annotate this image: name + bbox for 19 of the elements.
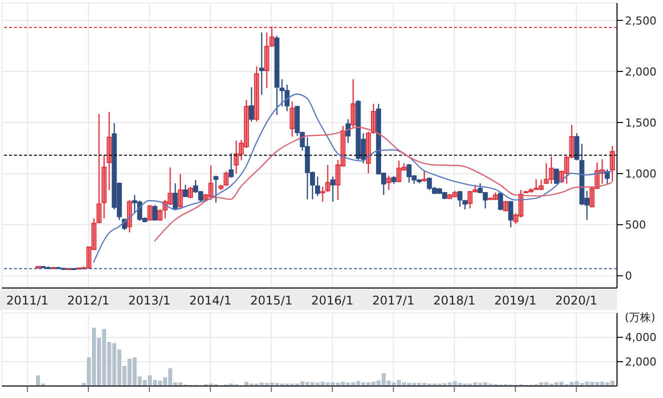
y-tick-label: 2,000 [625, 356, 656, 369]
x-tick-label: 2012/1 [67, 294, 110, 308]
y-tick-label: 1,000 [625, 167, 656, 180]
x-tick-label: 2015/1 [250, 294, 292, 308]
y-tick-label: 4,000 [625, 331, 656, 344]
x-tick-label: 2016/1 [311, 294, 354, 308]
x-tick-label: 2019/1 [494, 294, 536, 308]
y-tick-label: 2,000 [625, 65, 656, 78]
x-tick-label: 2013/1 [128, 294, 171, 308]
x-tick-label: 2017/1 [372, 294, 414, 308]
x-tick-label: 2018/1 [433, 294, 476, 308]
y-tick-label: 1,500 [625, 116, 656, 130]
y-tick-label: 500 [625, 218, 646, 232]
x-tick-label: 2011/1 [6, 294, 49, 308]
x-tick-label: 2014/1 [189, 294, 232, 308]
y-tick-label: 0 [625, 270, 632, 283]
x-tick-label: 2020/1 [555, 294, 598, 308]
y-axis-title: (万株) [624, 310, 656, 324]
y-tick-label: 2,500 [625, 14, 656, 28]
